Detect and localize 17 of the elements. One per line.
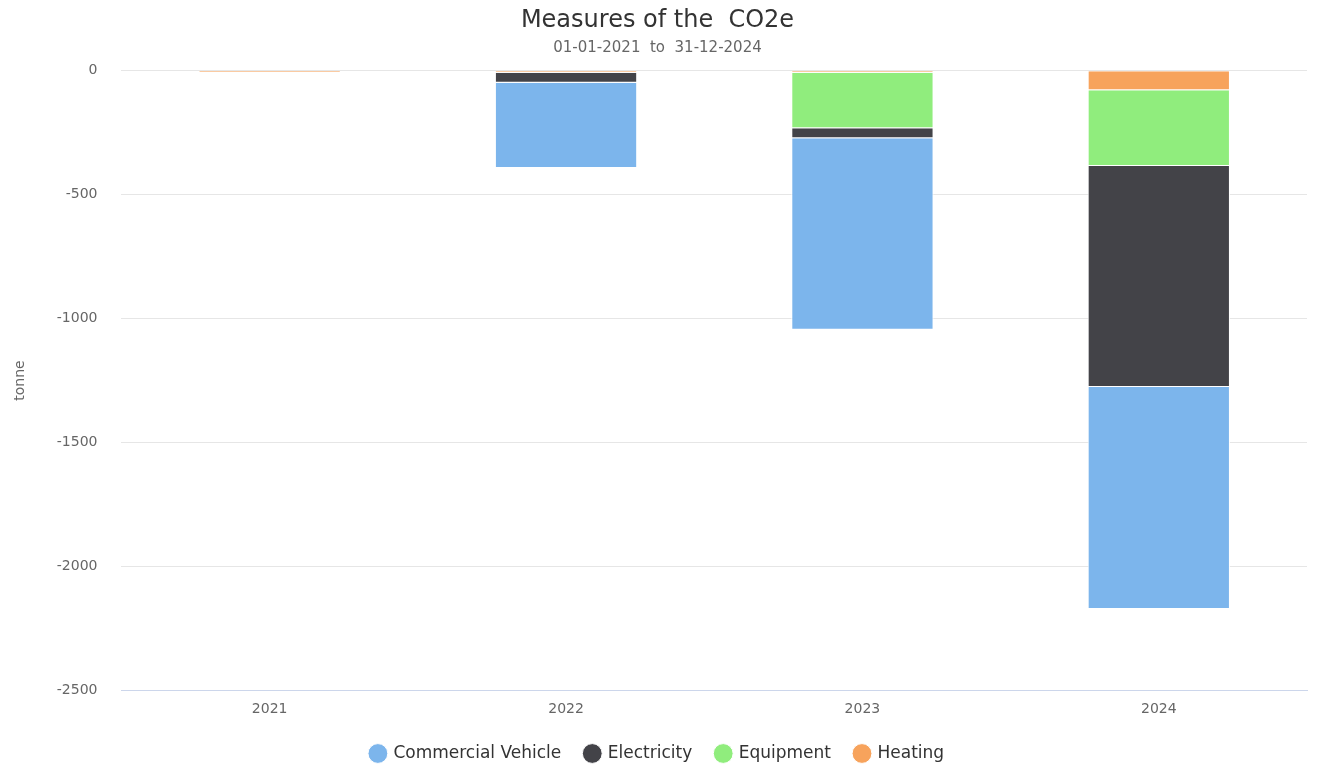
y-tick-label: -2000 bbox=[56, 556, 98, 573]
chart-subtitle: 01-01-2021 to 31-12-2024 bbox=[553, 37, 762, 56]
y-axis-title: tonne bbox=[11, 360, 28, 401]
y-tick-label: -1000 bbox=[56, 309, 98, 326]
x-tick-label: 2023 bbox=[844, 700, 881, 717]
legend-label: Commercial Vehicle bbox=[393, 741, 562, 762]
legend-label: Heating bbox=[877, 741, 945, 762]
y-tick-label: -1500 bbox=[56, 433, 98, 450]
x-tick-label: 2024 bbox=[1140, 700, 1177, 717]
y-tick-label: -2500 bbox=[56, 680, 98, 697]
y-tick-label: 0 bbox=[88, 61, 98, 78]
x-tick-label: 2022 bbox=[548, 700, 584, 717]
chart-title: Measures of the CO2e bbox=[520, 4, 795, 33]
legend-label: Equipment bbox=[738, 741, 832, 762]
x-tick-label: 2021 bbox=[251, 700, 288, 717]
legend-label: Electricity bbox=[607, 741, 693, 762]
y-tick-label: -500 bbox=[65, 185, 98, 202]
